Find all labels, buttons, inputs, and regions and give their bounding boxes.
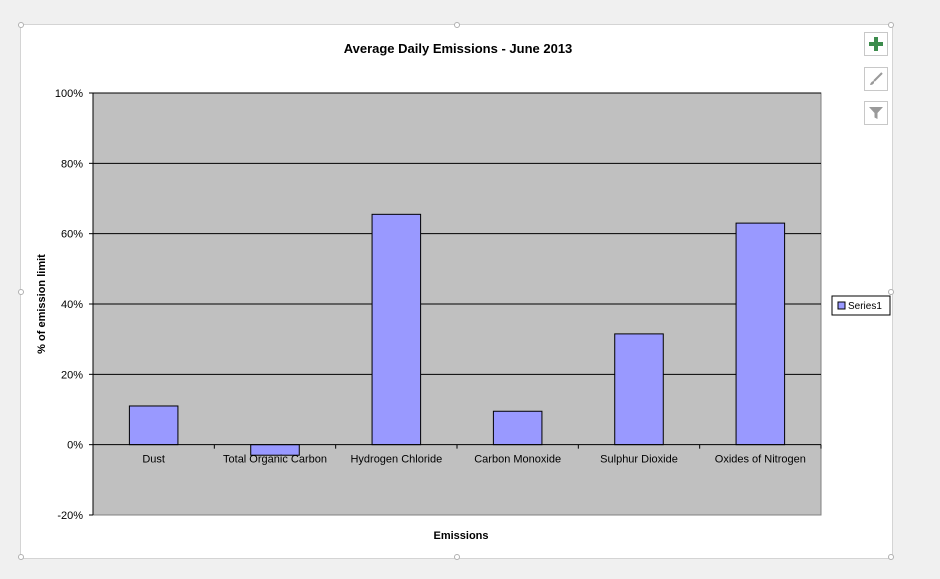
y-axis-tick-labels: -20% 0% 20% 40% 60% 80% 100% bbox=[55, 88, 93, 522]
chart-styles-button[interactable] bbox=[864, 67, 888, 91]
bar-dust[interactable] bbox=[128, 405, 179, 446]
x-axis-title[interactable]: Emissions bbox=[433, 530, 488, 542]
x-axis-tick-labels: Dust Total Organic Carbon Hydrogen Chlorid… bbox=[142, 454, 806, 466]
bars bbox=[128, 213, 786, 456]
y-axis-title[interactable]: % of emission limit bbox=[36, 254, 48, 354]
x-tick-label: Hydrogen Chloride bbox=[350, 454, 442, 466]
legend-entry: Series1 bbox=[848, 301, 882, 312]
bar-hydrogen-chloride[interactable] bbox=[371, 213, 422, 446]
y-tick-label: 60% bbox=[61, 229, 83, 241]
y-tick-label: -20% bbox=[57, 510, 83, 522]
resize-handle-left[interactable] bbox=[18, 289, 24, 295]
resize-handle-bottom[interactable] bbox=[454, 554, 460, 560]
bar-sulphur-dioxide[interactable] bbox=[614, 333, 664, 446]
y-tick-label: 80% bbox=[61, 158, 83, 170]
x-tick-label: Oxides of Nitrogen bbox=[715, 454, 806, 466]
resize-handle-top-left[interactable] bbox=[18, 22, 24, 28]
paintbrush-icon bbox=[870, 72, 883, 85]
plus-icon bbox=[869, 37, 883, 51]
y-tick-label: 20% bbox=[61, 369, 83, 381]
chart-title[interactable]: Average Daily Emissions - June 2013 bbox=[344, 41, 573, 56]
x-tick-label: Carbon Monoxide bbox=[474, 454, 561, 466]
resize-handle-right[interactable] bbox=[888, 289, 894, 295]
x-tick-label: Dust bbox=[142, 454, 165, 466]
chart-elements-button[interactable] bbox=[864, 32, 888, 56]
resize-handle-top-right[interactable] bbox=[888, 22, 894, 28]
gridlines bbox=[93, 92, 821, 375]
resize-handle-bottom-left[interactable] bbox=[18, 554, 24, 560]
y-tick-label: 100% bbox=[55, 88, 83, 100]
resize-handle-top[interactable] bbox=[454, 22, 460, 28]
x-tick-label: Total Organic Carbon bbox=[223, 454, 327, 466]
legend-box bbox=[831, 295, 891, 316]
filter-icon bbox=[869, 107, 883, 119]
bar-carbon-monoxide[interactable] bbox=[492, 410, 543, 446]
y-tick-label: 0% bbox=[67, 440, 83, 452]
y-tick-label: 40% bbox=[61, 299, 83, 311]
bar-oxides-of-nitrogen[interactable] bbox=[735, 222, 786, 446]
x-tick-label: Sulphur Dioxide bbox=[600, 454, 678, 466]
legend-swatch bbox=[837, 301, 846, 310]
chart-filters-button[interactable] bbox=[864, 101, 888, 125]
resize-handle-bottom-right[interactable] bbox=[888, 554, 894, 560]
legend[interactable]: Series1 bbox=[831, 295, 891, 316]
